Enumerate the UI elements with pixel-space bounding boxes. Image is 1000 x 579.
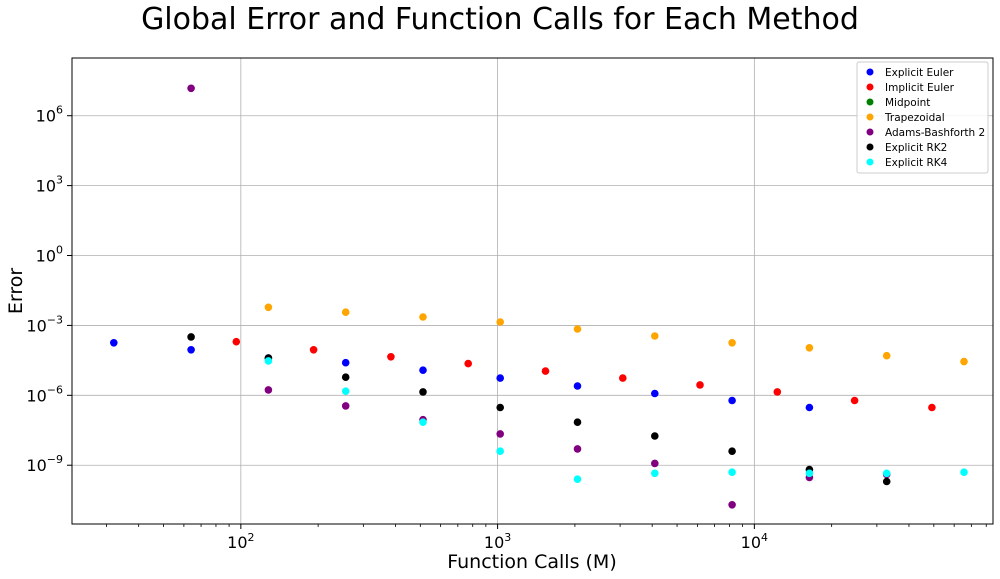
legend-label: Explicit RK4	[885, 157, 948, 169]
data-point	[850, 396, 859, 405]
data-point	[960, 357, 968, 366]
legend-marker	[866, 128, 874, 136]
data-point	[573, 325, 582, 333]
data-point	[496, 430, 505, 438]
data-point	[928, 403, 936, 412]
legend-label: Adams-Bashforth 2	[885, 127, 985, 139]
series-explicit-rk2	[187, 333, 891, 486]
y-tick-label: 100	[36, 244, 63, 266]
data-point	[882, 477, 891, 486]
y-axis-ticks: 10−9 10−6 10−3 100 103 106	[26, 104, 72, 475]
y-tick-label: 10−3	[26, 313, 63, 335]
y-tick-label: 106	[36, 104, 63, 126]
data-point	[651, 389, 659, 398]
data-point	[187, 333, 195, 341]
data-point	[728, 396, 736, 405]
plot-area-frame	[71, 57, 994, 525]
series-explicit-euler	[110, 339, 814, 412]
data-point	[541, 367, 550, 375]
legend-label: Midpoint	[885, 97, 930, 109]
legend-marker	[866, 143, 874, 151]
data-point	[573, 418, 582, 427]
data-point	[496, 374, 505, 382]
data-point	[419, 313, 427, 321]
x-tick-label: 102	[227, 531, 254, 552]
data-point	[264, 303, 273, 312]
data-point	[341, 373, 350, 382]
data-point	[619, 374, 627, 382]
grid-lines	[72, 58, 993, 524]
y-tick-label: 103	[36, 174, 63, 196]
data-point	[696, 381, 704, 389]
data-point	[496, 403, 505, 412]
legend-label: Trapezoidal	[884, 112, 945, 124]
data-point	[651, 469, 659, 478]
legend-marker	[866, 68, 874, 76]
legend-label: Explicit RK2	[885, 142, 947, 154]
data-point	[496, 447, 505, 456]
y-tick-label: 10−9	[26, 453, 63, 475]
legend-label: Implicit Euler	[885, 82, 955, 94]
x-axis-label: Function Calls (M)	[447, 551, 616, 573]
data-point	[419, 366, 427, 375]
legend-label: Explicit Euler	[885, 67, 954, 79]
data-point	[232, 337, 241, 346]
data-point	[728, 468, 736, 477]
data-point	[728, 339, 736, 347]
data-point	[496, 318, 505, 326]
data-point	[651, 332, 659, 340]
data-point	[882, 469, 891, 478]
legend-marker	[866, 113, 874, 121]
data-point	[387, 353, 395, 361]
series-adams-bashforth-2	[187, 84, 891, 509]
data-point	[187, 84, 195, 93]
x-axis-ticks: 102 103 104	[106, 524, 987, 552]
data-point	[341, 387, 350, 396]
data-point	[573, 445, 582, 453]
series-implicit-euler	[232, 337, 936, 412]
data-point	[187, 346, 195, 354]
data-point	[805, 403, 814, 412]
legend-marker	[866, 158, 874, 166]
data-point	[309, 346, 318, 354]
data-point	[573, 475, 582, 484]
data-point	[264, 357, 273, 365]
data-point	[882, 351, 891, 360]
data-point	[773, 388, 782, 396]
data-point	[651, 432, 659, 440]
series-explicit-rk4	[264, 357, 968, 484]
x-tick-label: 103	[484, 531, 511, 552]
series-trapezoidal	[264, 303, 968, 366]
data-point	[341, 308, 350, 317]
data-point	[341, 402, 350, 410]
data-point	[464, 359, 473, 368]
data-point	[264, 386, 273, 394]
legend-box	[856, 61, 989, 174]
y-axis-label: Error	[5, 268, 27, 315]
data-point	[110, 339, 118, 347]
data-point	[651, 459, 659, 468]
data-point	[341, 358, 350, 367]
data-points	[110, 84, 968, 509]
data-point	[728, 501, 736, 509]
data-point	[419, 418, 427, 427]
legend-marker	[866, 98, 874, 106]
x-tick-label: 104	[741, 531, 768, 552]
legend-marker	[866, 83, 874, 91]
data-point	[805, 469, 814, 478]
data-point	[419, 388, 427, 396]
data-point	[805, 344, 814, 352]
y-tick-label: 10−6	[26, 383, 63, 405]
chart-title: Global Error and Function Calls for Each…	[141, 2, 859, 37]
legend: Explicit Euler Implicit Euler Midpoint Trap…	[856, 61, 989, 174]
data-point	[573, 382, 582, 390]
data-point	[960, 468, 968, 477]
data-point	[728, 447, 736, 456]
